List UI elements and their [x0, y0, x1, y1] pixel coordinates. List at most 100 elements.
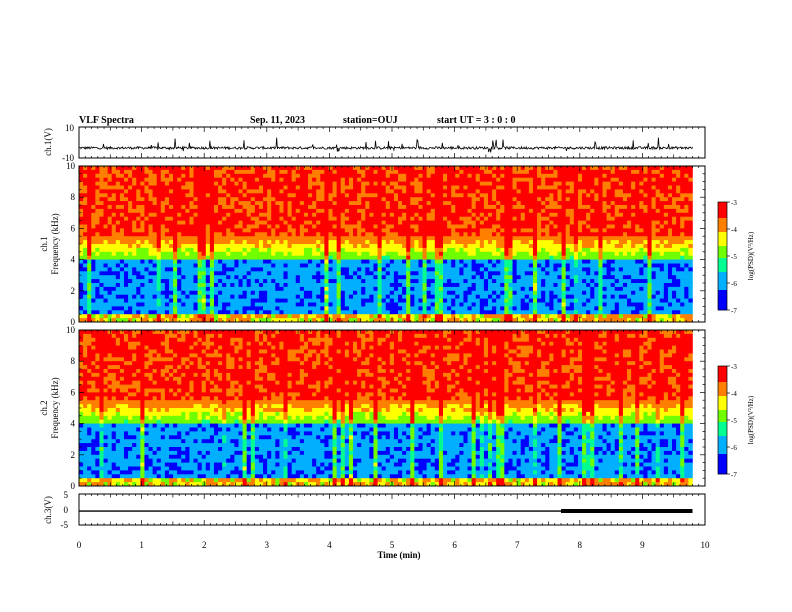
spectrogram-cell	[516, 173, 522, 178]
spectrogram-cell	[222, 251, 227, 256]
spectrogram-cell	[361, 259, 366, 264]
spectrogram-cell	[218, 302, 223, 307]
spectrogram-cell	[115, 275, 121, 280]
spectrogram-cell	[291, 169, 297, 175]
spectrogram-cell	[532, 212, 538, 217]
spectrogram-cell	[443, 240, 448, 245]
spectrogram-cell	[234, 298, 239, 303]
spectrogram-cell	[87, 220, 92, 225]
spectrogram-cell	[263, 224, 268, 229]
spectrogram-cell	[557, 201, 562, 206]
spectrogram-cell	[144, 224, 149, 229]
spectrogram-cell	[324, 232, 329, 237]
spectrogram-cell	[168, 240, 174, 245]
spectrogram-cell	[205, 197, 211, 202]
spectrogram-cell	[455, 189, 460, 194]
spectrogram-cell	[238, 181, 243, 186]
spectrogram-cell	[479, 318, 485, 323]
spectrogram-cell	[398, 259, 403, 264]
spectrogram-cell	[336, 310, 342, 315]
spectrogram-cell	[87, 208, 92, 214]
spectrogram-cell	[267, 220, 272, 225]
spectrogram-cell	[344, 189, 350, 194]
spectrogram-cell	[410, 290, 415, 295]
spectrogram-cell	[479, 302, 485, 307]
spectrogram-cell	[524, 189, 530, 194]
spectrogram-cell	[115, 279, 121, 284]
spectrogram-cell	[189, 228, 194, 233]
spectrogram-cell	[406, 259, 411, 264]
spectrogram-cell	[263, 205, 268, 210]
spectrogram-cell	[516, 318, 522, 323]
spectrogram-cell	[348, 310, 354, 315]
spectrogram-cell	[377, 173, 382, 178]
spectrogram-cell	[242, 177, 247, 182]
spectrogram-cell	[504, 271, 509, 276]
spectrogram-cell	[91, 275, 96, 280]
spectrogram-cell	[344, 318, 350, 323]
spectrogram-cell	[275, 251, 280, 256]
spectrogram-cell	[234, 185, 239, 190]
spectrogram-cell	[242, 318, 247, 323]
spectrogram-cell	[160, 298, 166, 303]
spectrogram-cell	[144, 302, 149, 307]
spectrogram-cell	[541, 189, 546, 194]
spectrogram-cell	[438, 193, 444, 198]
spectrogram-cell	[230, 216, 235, 221]
spectrogram-cell	[267, 193, 272, 198]
spectrogram-cell	[418, 181, 423, 186]
spectrogram-cell	[193, 267, 198, 272]
spectrogram-cell	[111, 298, 117, 303]
spectrogram-cell	[524, 310, 530, 315]
spectrogram-cell	[103, 193, 108, 198]
spectrogram-cell	[295, 173, 301, 178]
spectrogram-cell	[160, 220, 166, 225]
spectrogram-cell	[201, 193, 207, 198]
spectrogram-cell	[336, 189, 342, 194]
spectrogram-cell	[316, 220, 321, 225]
spectrogram-cell	[213, 216, 219, 221]
spectrogram-cell	[463, 173, 468, 178]
spectrogram-cell	[557, 173, 562, 178]
spectrogram-cell	[455, 251, 460, 256]
spectrogram-cell	[226, 228, 231, 233]
spectrogram-cell	[160, 189, 166, 194]
spectrogram-cell	[451, 224, 456, 229]
spectrogram-cell	[549, 232, 554, 237]
spectrogram-cell	[185, 247, 190, 253]
spectrogram-cell	[316, 240, 321, 245]
spectrogram-cell	[312, 236, 317, 241]
spectrogram-cell	[111, 267, 117, 272]
spectrogram-cell	[332, 279, 337, 284]
spectrogram-cell	[263, 251, 268, 256]
spectrogram-cell	[267, 267, 272, 272]
spectrogram-cell	[287, 193, 292, 198]
spectrogram-cell	[332, 201, 337, 206]
spectrogram-cell	[287, 298, 292, 303]
spectrogram-cell	[160, 302, 166, 307]
spectrogram-cell	[537, 236, 542, 241]
spectrogram-cell	[520, 290, 526, 295]
spectrogram-cell	[168, 212, 174, 217]
spectrogram-cell	[430, 251, 436, 256]
spectrogram-cell	[545, 177, 550, 182]
spectrogram-cell	[389, 283, 395, 288]
spectrogram-cell	[434, 247, 440, 253]
spectrogram-cell	[426, 189, 432, 194]
spectrogram-cell	[320, 318, 325, 323]
spectrogram-cell	[381, 181, 387, 186]
spectrogram-cell	[336, 197, 342, 202]
spectrogram-cell	[299, 189, 305, 194]
spectrogram-cell	[422, 306, 427, 311]
spectrogram-cell	[213, 271, 219, 276]
spectrogram-cell	[299, 302, 305, 307]
spectrogram-cell	[557, 205, 562, 210]
spectrogram-cell	[263, 181, 268, 186]
spectrogram-cell	[303, 244, 309, 249]
spectrogram-cell	[459, 306, 464, 311]
spectrogram-cell	[324, 189, 329, 194]
spectrogram-cell	[132, 279, 137, 284]
spectrogram-cell	[83, 201, 88, 206]
spectrogram-cell	[553, 185, 558, 190]
spectrogram-cell	[238, 240, 243, 245]
